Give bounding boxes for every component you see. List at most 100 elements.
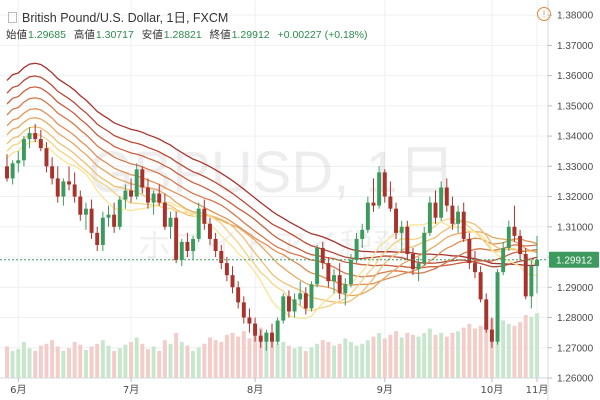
candle-body (106, 214, 111, 218)
candle-body (326, 263, 331, 282)
time-tick-label: 8月 (247, 384, 263, 396)
candle (230, 266, 235, 294)
candle-body (117, 199, 122, 227)
candle-body (208, 223, 212, 239)
candle (467, 232, 472, 270)
volume-bar (123, 344, 128, 378)
symbol-header[interactable]: British Pound/U.S. Dollar, 1日, FXCM (6, 7, 228, 26)
candle (185, 232, 190, 258)
candle-body (174, 217, 179, 261)
volume-bar (298, 346, 303, 378)
volume-bar (501, 320, 506, 378)
close-value: 1.29912 (231, 29, 270, 41)
volume-bar (241, 331, 246, 378)
candle (100, 211, 105, 251)
candle (247, 308, 252, 333)
candle (89, 199, 94, 239)
candle (78, 190, 83, 221)
candle (303, 287, 308, 315)
candle (5, 154, 9, 182)
candle (399, 220, 404, 251)
symbol-title: British Pound/U.S. Dollar, 1日, FXCM (22, 11, 229, 25)
candle (405, 220, 410, 261)
candle-body (253, 323, 258, 336)
volume-bar (236, 336, 241, 378)
candle (145, 178, 150, 209)
volume-bar (61, 351, 66, 378)
ma-line (6, 62, 538, 267)
candle-body (343, 284, 348, 294)
price-axis[interactable]: 1.38000 1.37000 1.36000 1.35000 1.34000 1.330… (547, 0, 594, 400)
volume-bar (354, 345, 359, 378)
volume-bar (478, 325, 483, 378)
candle-body (179, 241, 184, 261)
candle (343, 278, 348, 306)
volume-bar (253, 334, 258, 378)
price-tick-label: 1.27000 (557, 343, 594, 354)
candle-body (241, 302, 246, 318)
candle (348, 254, 353, 288)
candle (10, 160, 15, 185)
time-axis[interactable]: 6月 7月 8月 9月 10月 11月 (0, 377, 548, 396)
collapse-square-icon[interactable] (8, 12, 17, 23)
candle (33, 123, 38, 143)
candle (157, 184, 162, 206)
volume-bar (89, 346, 94, 378)
volume-bar (332, 345, 336, 378)
candle-body (27, 133, 32, 140)
volume-bar (371, 336, 376, 378)
candle-body (501, 247, 506, 273)
volume-bar (264, 333, 269, 378)
volume-bar (286, 345, 291, 378)
candle-body (162, 202, 167, 227)
candle (27, 127, 32, 149)
volume-bar (33, 351, 38, 378)
candle-body (450, 205, 455, 224)
candle-body (145, 187, 150, 203)
volume-bar (258, 327, 263, 378)
volume-bar (44, 343, 49, 378)
candle-body (236, 287, 241, 303)
candle-body (388, 196, 393, 209)
candle (292, 293, 297, 318)
alert-circle-icon[interactable]: ! (537, 7, 551, 21)
candle (354, 232, 359, 264)
candle (219, 244, 224, 270)
time-tick-label: 7月 (123, 384, 139, 396)
volume-bar (523, 315, 528, 378)
price-tick-label: 1.26000 (557, 374, 594, 385)
candle-body (303, 293, 308, 309)
candle (253, 317, 258, 342)
candle-body (512, 226, 517, 236)
volume-bar (326, 342, 331, 378)
candle-body (196, 208, 201, 239)
open-value: 1.29685 (28, 29, 66, 41)
volume-bar (394, 331, 399, 378)
candle-body (394, 208, 399, 233)
candle (337, 263, 342, 300)
candle-body (410, 254, 415, 270)
candle-body (405, 226, 410, 255)
candle (275, 317, 280, 345)
volume-bar (117, 348, 122, 378)
candle-body (219, 250, 224, 264)
ma-line (6, 97, 538, 278)
candle-body (292, 299, 297, 312)
volume-bar (456, 331, 461, 378)
candle (377, 166, 382, 209)
open-label: 始値 (6, 29, 27, 41)
price-tick-label: 1.31000 (557, 222, 594, 233)
candle-body (44, 148, 49, 167)
volume-bar (213, 340, 218, 378)
candle-body (258, 335, 263, 342)
candle (523, 247, 528, 300)
candle-body (55, 178, 60, 197)
candle (162, 193, 167, 230)
volume-bar (320, 340, 325, 378)
price-tag-label: 1.29912 (556, 256, 593, 267)
volume-bar (50, 340, 55, 378)
volume-bar (168, 343, 173, 378)
candle (168, 211, 173, 239)
candle-body (478, 272, 483, 300)
